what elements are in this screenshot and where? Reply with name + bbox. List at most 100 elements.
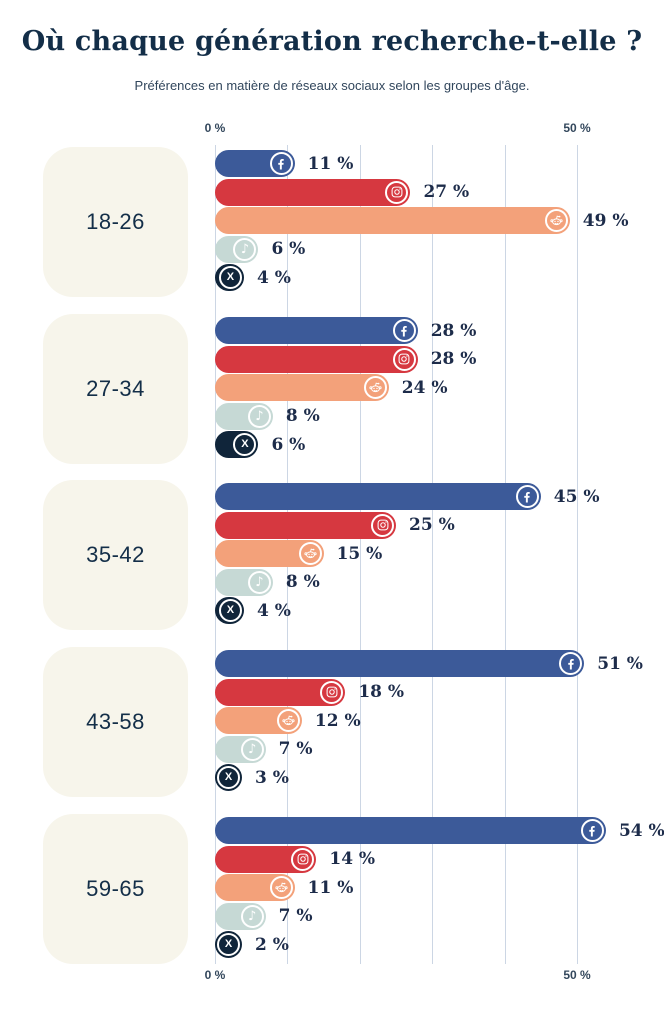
reddit-bar bbox=[215, 874, 295, 901]
tiktok-icon: ♪ bbox=[247, 404, 271, 428]
bar-value-label: 8 % bbox=[285, 406, 320, 426]
facebook-icon bbox=[559, 652, 583, 675]
x-icon: X bbox=[218, 599, 242, 622]
bar-row: 49 % bbox=[215, 207, 664, 234]
instagram-bar bbox=[215, 845, 317, 873]
bar-value-label: 45 % bbox=[553, 486, 600, 507]
axis-tick-label: 50 % bbox=[563, 121, 591, 135]
bar-value-label: 11 % bbox=[307, 153, 354, 174]
bar-row: 12 % bbox=[215, 707, 664, 734]
reddit-bar bbox=[215, 707, 302, 734]
x-bar: X bbox=[215, 764, 242, 791]
axis-tick-label: 50 % bbox=[563, 968, 591, 982]
bar-row: ♪ 7 % bbox=[215, 902, 664, 930]
facebook-icon bbox=[515, 485, 539, 508]
bar-value-label: 7 % bbox=[278, 906, 313, 926]
bar-row: 28 % bbox=[215, 317, 664, 344]
instagram-icon bbox=[291, 847, 315, 871]
facebook-icon bbox=[392, 319, 416, 342]
bar-group: 51 % 18 % 12 % ♪ 7 % X 3 % bbox=[215, 650, 664, 793]
bar-row: ♪ 6 % bbox=[215, 235, 664, 263]
bar-value-label: 15 % bbox=[336, 543, 383, 564]
bar-row: 45 % bbox=[215, 483, 664, 510]
facebook-bar bbox=[215, 483, 541, 510]
bar-row: X 2 % bbox=[215, 931, 664, 958]
gridline bbox=[432, 145, 434, 964]
bar-row: 28 % bbox=[215, 345, 664, 373]
reddit-bar bbox=[215, 374, 389, 401]
reddit-icon bbox=[363, 376, 387, 399]
bar-value-label: 18 % bbox=[358, 682, 405, 702]
tiktok-bar: ♪ bbox=[215, 735, 266, 763]
facebook-bar bbox=[215, 150, 295, 177]
bar-row: 18 % bbox=[215, 678, 664, 706]
bar-value-label: 4 % bbox=[256, 267, 291, 288]
bar-value-label: 25 % bbox=[409, 515, 455, 535]
age-group-label: 59-65 bbox=[86, 876, 145, 901]
bar-row: 27 % bbox=[215, 178, 664, 206]
age-group-card: 27-34 bbox=[43, 314, 188, 464]
age-group-label: 35-42 bbox=[86, 542, 145, 567]
tiktok-bar: ♪ bbox=[215, 402, 273, 430]
x-icon: X bbox=[217, 933, 240, 956]
gridline bbox=[577, 145, 578, 964]
bar-value-label: 11 % bbox=[307, 877, 354, 898]
bar-row: ♪ 8 % bbox=[215, 568, 664, 596]
bar-value-label: 49 % bbox=[582, 210, 629, 231]
bar-group: 28 % 28 % 24 % ♪ 8 % X 6 % bbox=[215, 317, 664, 460]
gridline bbox=[359, 145, 361, 964]
bar-row: X 4 % bbox=[215, 597, 664, 624]
facebook-icon bbox=[269, 152, 293, 175]
x-icon: X bbox=[233, 433, 257, 456]
bar-value-label: 2 % bbox=[255, 934, 289, 955]
instagram-icon bbox=[371, 513, 394, 537]
instagram-icon bbox=[320, 680, 344, 704]
age-group-card: 35-42 bbox=[43, 480, 188, 630]
facebook-bar bbox=[215, 317, 418, 344]
bar-row: ♪ 8 % bbox=[215, 402, 664, 430]
age-group-label: 27-34 bbox=[86, 376, 145, 401]
page-title: Où chaque génération recherche-t-elle ? bbox=[21, 26, 643, 57]
age-group-card: 59-65 bbox=[43, 814, 188, 964]
tiktok-icon: ♪ bbox=[240, 737, 264, 761]
tiktok-icon: ♪ bbox=[233, 237, 257, 261]
bar-row: 14 % bbox=[215, 845, 664, 873]
tiktok-icon: ♪ bbox=[240, 904, 264, 928]
bar-value-label: 6 % bbox=[271, 239, 306, 259]
bar-value-label: 8 % bbox=[285, 572, 320, 592]
bar-row: ♪ 7 % bbox=[215, 735, 664, 763]
reddit-bar bbox=[215, 207, 570, 234]
x-bar: X bbox=[215, 931, 242, 958]
bar-row: 11 % bbox=[215, 874, 664, 901]
bar-row: X 3 % bbox=[215, 764, 664, 791]
tiktok-bar: ♪ bbox=[215, 235, 259, 263]
reddit-bar bbox=[215, 540, 324, 567]
facebook-icon bbox=[580, 819, 604, 842]
facebook-bar bbox=[215, 817, 606, 844]
age-group-card: 18-26 bbox=[43, 147, 188, 297]
bar-value-label: 27 % bbox=[423, 182, 470, 202]
bar-row: X 4 % bbox=[215, 264, 664, 291]
tiktok-bar: ♪ bbox=[215, 568, 273, 596]
x-icon: X bbox=[217, 766, 240, 789]
bar-group: 54 % 14 % 11 % ♪ 7 % X 2 % bbox=[215, 817, 664, 960]
x-bar: X bbox=[215, 264, 244, 291]
bar-value-label: 7 % bbox=[278, 739, 313, 759]
age-group-card: 43-58 bbox=[43, 647, 188, 797]
reddit-icon bbox=[298, 542, 322, 565]
bar-value-label: 24 % bbox=[401, 377, 448, 398]
bar-group: 11 % 27 % 49 % ♪ 6 % X 4 % bbox=[215, 150, 664, 293]
instagram-bar bbox=[215, 345, 418, 373]
age-group-label: 43-58 bbox=[86, 709, 145, 734]
bar-value-label: 3 % bbox=[255, 767, 289, 788]
instagram-bar bbox=[215, 178, 411, 206]
bar-value-label: 14 % bbox=[329, 849, 376, 869]
gridline bbox=[504, 145, 506, 964]
age-group-label: 18-26 bbox=[86, 209, 145, 234]
facebook-bar bbox=[215, 650, 585, 677]
instagram-bar bbox=[215, 511, 396, 539]
reddit-icon bbox=[276, 709, 300, 732]
instagram-bar bbox=[215, 678, 346, 706]
